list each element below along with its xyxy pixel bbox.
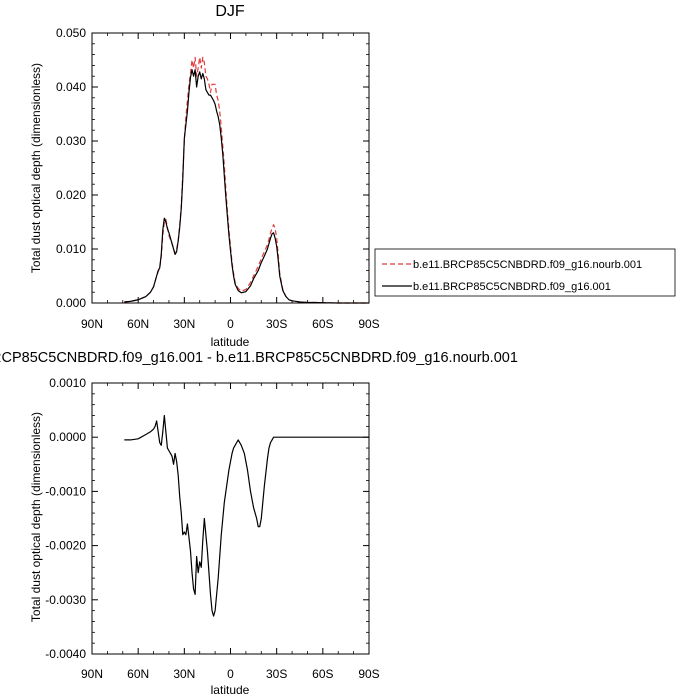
bottom-series-lines — [124, 414, 369, 617]
top-series-line-nourb — [124, 56, 369, 304]
legend-box — [374, 248, 676, 297]
top-y-ticks: 0.000 0.010 0.020 0.030 0.040 0.050 — [56, 26, 369, 310]
bottom-x-tick-label: 30N — [173, 667, 195, 681]
bottom-panel: b.e11.BRCP85C5CNBDRD.f09_g16.001 - b.e11… — [0, 350, 518, 697]
top-y-tick-label: 0.020 — [56, 188, 86, 202]
bottom-plot-frame — [91, 382, 370, 655]
top-y-tick-label: 0.050 — [56, 26, 86, 40]
bottom-y-tick-label: -0.0040 — [45, 647, 86, 661]
bottom-x-tick-label: 30S — [266, 667, 287, 681]
top-series-lines — [124, 56, 369, 304]
top-x-ticks: 90N 60N 30N 0 30S 60S 90S — [81, 33, 380, 331]
top-x-tick-label: 90S — [358, 317, 379, 331]
bottom-y-tick-label: 0.0000 — [49, 430, 86, 444]
bottom-y-tick-label: -0.0020 — [45, 539, 86, 553]
bottom-y-tick-label: -0.0030 — [45, 593, 86, 607]
top-y-tick-label: 0.030 — [56, 134, 86, 148]
top-x-tick-label: 0 — [227, 317, 234, 331]
top-x-tick-label: 30S — [266, 317, 287, 331]
top-panel: DJF Total dust optical depth (dimensionl… — [29, 3, 380, 349]
legend-label-nourb: b.e11.BRCP85C5CNBDRD.f09_g16.nourb.001 — [413, 259, 642, 271]
top-series-line-base — [124, 69, 369, 304]
bottom-y-ticks: -0.0040 -0.0030 -0.0020 -0.0010 0.0000 0.0010 — [45, 376, 369, 661]
bottom-y-axis-label: Total dust optical depth (dimensionless) — [29, 412, 43, 622]
top-x-tick-label: 60S — [312, 317, 333, 331]
bottom-x-ticks: 90N 60N 30N 0 30S 60S 90S — [81, 383, 380, 681]
top-x-tick-label: 60N — [127, 317, 149, 331]
top-chart-title: DJF — [215, 3, 245, 20]
bottom-x-tick-label: 90S — [358, 667, 379, 681]
top-y-tick-label: 0.010 — [56, 242, 86, 256]
bottom-x-tick-label: 60S — [312, 667, 333, 681]
top-y-tick-label: 0.000 — [56, 296, 86, 310]
bottom-y-tick-label: 0.0010 — [49, 376, 86, 390]
bottom-x-axis-label: latitude — [211, 683, 250, 697]
top-y-axis-label: Total dust optical depth (dimensionless) — [29, 63, 43, 273]
bottom-x-tick-label: 0 — [227, 667, 234, 681]
bottom-x-tick-label: 90N — [81, 667, 103, 681]
top-x-tick-label: 30N — [173, 317, 195, 331]
bottom-chart-title: b.e11.BRCP85C5CNBDRD.f09_g16.001 - b.e11… — [0, 350, 518, 366]
legend: b.e11.BRCP85C5CNBDRD.f09_g16.nourb.001 b… — [374, 248, 676, 297]
top-y-tick-label: 0.040 — [56, 80, 86, 94]
bottom-y-tick-label: -0.0010 — [45, 484, 86, 498]
top-x-tick-label: 90N — [81, 317, 103, 331]
bottom-x-tick-label: 60N — [127, 667, 149, 681]
legend-label-base: b.e11.BRCP85C5CNBDRD.f09_g16.001 — [413, 281, 611, 293]
top-plot-frame — [91, 32, 370, 304]
bottom-series-line-difference — [124, 414, 369, 617]
top-x-axis-label: latitude — [211, 335, 250, 349]
